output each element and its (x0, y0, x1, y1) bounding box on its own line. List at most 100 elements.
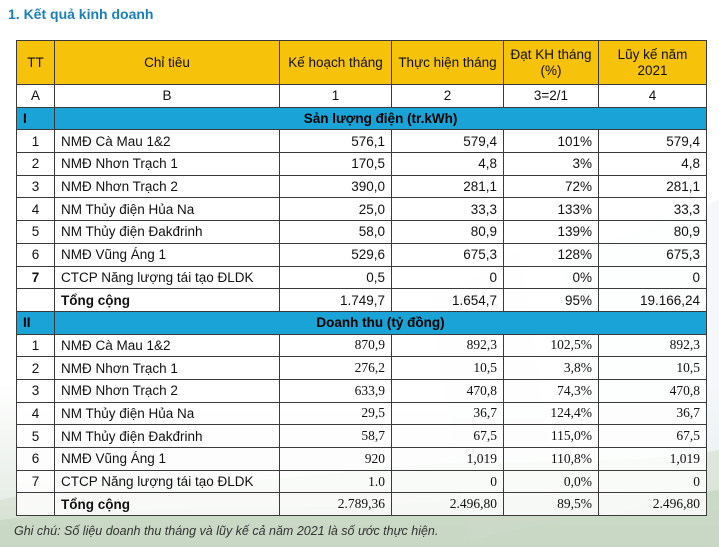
table-row: 7 CTCP Năng lượng tái tạo ĐLDK 1.0 0 0,0% 0 (16, 469, 707, 494)
row-ytd: 470,8 (598, 378, 707, 403)
table-row: 4 NM Thủy điện Hủa Na 29,5 36,7 124,4% 36,7 (16, 401, 707, 426)
row-ytd: 675,3 (598, 242, 707, 267)
row-name: NMĐ Nhơn Trạch 2 (54, 174, 280, 199)
row-ytd: 0 (598, 469, 707, 494)
row-pct: 128% (503, 242, 599, 267)
row-plan: 29,5 (279, 401, 392, 426)
row-name: NMĐ Nhơn Trạch 1 (54, 152, 280, 176)
row-index: 2 (16, 356, 55, 380)
header-row: TT Chỉ tiêu Kế hoạch tháng Thực hiện thá… (16, 40, 707, 85)
row-pct: 139% (503, 220, 599, 244)
row-actual: 10,5 (391, 356, 504, 380)
row-plan: 1.0 (279, 469, 392, 494)
row-plan: 276,2 (279, 356, 392, 380)
row-index: 7 (16, 265, 55, 290)
row-ytd: 10,5 (598, 356, 707, 380)
section-header-row: I Sản lượng điện (tr.kWh) (16, 106, 707, 131)
row-name: NMĐ Vũng Áng 1 (54, 447, 280, 471)
index-cell: 3=2/1 (503, 84, 599, 108)
row-index: 6 (16, 447, 55, 471)
row-pct: 110,8% (503, 447, 599, 471)
index-cell: 4 (598, 84, 707, 108)
table-row: 3 NMĐ Nhơn Trạch 2 390,0 281,1 72% 281,1 (16, 174, 707, 199)
row-actual: 892,3 (391, 333, 504, 358)
row-name: NMĐ Vũng Áng 1 (54, 242, 280, 267)
row-ytd: 579,4 (598, 129, 707, 154)
index-cell: A (16, 84, 55, 108)
row-index: 3 (16, 174, 55, 199)
row-name: NMĐ Cà Mau 1&2 (54, 129, 280, 154)
index-cell: B (54, 84, 280, 108)
row-index: 7 (16, 469, 55, 494)
row-index: 2 (16, 152, 55, 176)
section-heading: Sản lượng điện (tr.kWh) (54, 106, 707, 131)
row-actual: 1,019 (391, 447, 504, 471)
row-name: NMĐ Cà Mau 1&2 (54, 333, 280, 358)
table-row: 2 NMĐ Nhơn Trạch 1 170,5 4,8 3% 4,8 (16, 152, 707, 176)
row-index: 1 (16, 129, 55, 154)
row-pct: 0,0% (503, 469, 599, 494)
col-header-ytd: Lũy kế năm 2021 (598, 40, 707, 85)
row-plan: 529,6 (279, 242, 392, 267)
row-name: CTCP Năng lượng tái tạo ĐLDK (54, 469, 280, 494)
row-index: 4 (16, 197, 55, 222)
index-cell: 2 (391, 84, 504, 108)
row-actual: 67,5 (391, 424, 504, 448)
section-title: 1. Kết quả kinh doanh (8, 6, 154, 22)
col-header-plan: Kế hoạch tháng (279, 40, 392, 85)
total-row: Tổng cộng 2.789,36 2.496,80 89,5% 2.496,80 (16, 492, 707, 517)
row-plan: 170,5 (279, 152, 392, 176)
row-actual: 579,4 (391, 129, 504, 154)
row-pct: 133% (503, 197, 599, 222)
section-header-row: II Doanh thu (tỷ đồng) (16, 310, 707, 335)
row-plan: 0,5 (279, 265, 392, 290)
row-index: 6 (16, 242, 55, 267)
row-pct: 102,5% (503, 333, 599, 358)
row-plan: 25,0 (279, 197, 392, 222)
total-pct: 95% (503, 288, 599, 312)
row-actual: 36,7 (391, 401, 504, 426)
row-plan: 58,0 (279, 220, 392, 244)
table-row: 4 NM Thủy điện Hủa Na 25,0 33,3 133% 33,3 (16, 197, 707, 222)
row-ytd: 281,1 (598, 174, 707, 199)
row-pct: 124,4% (503, 401, 599, 426)
row-plan: 576,1 (279, 129, 392, 154)
total-index (16, 492, 55, 517)
row-index: 5 (16, 424, 55, 448)
row-pct: 0% (503, 265, 599, 290)
row-plan: 920 (279, 447, 392, 471)
total-ytd: 19.166,24 (598, 288, 707, 312)
total-actual: 2.496,80 (391, 492, 504, 517)
row-ytd: 80,9 (598, 220, 707, 244)
footnote: Ghi chú: Số liệu doanh thu tháng và lũy … (14, 524, 439, 538)
row-name: NM Thủy điện Hủa Na (54, 401, 280, 426)
col-header-pct: Đạt KH tháng (%) (503, 40, 599, 85)
total-index (16, 288, 55, 312)
total-ytd: 2.496,80 (598, 492, 707, 517)
row-pct: 3,8% (503, 356, 599, 380)
total-actual: 1.654,7 (391, 288, 504, 312)
row-pct: 72% (503, 174, 599, 199)
section-heading: Doanh thu (tỷ đồng) (54, 310, 707, 335)
row-name: NMĐ Nhơn Trạch 2 (54, 378, 280, 403)
table-row: 1 NMĐ Cà Mau 1&2 870,9 892,3 102,5% 892,3 (16, 333, 707, 358)
row-plan: 58,7 (279, 424, 392, 448)
section-roman: I (16, 106, 55, 131)
row-plan: 633,9 (279, 378, 392, 403)
table-row: 5 NM Thủy điện Đakđrinh 58,7 67,5 115,0% 67,5 (16, 424, 707, 448)
row-name: NM Thủy điện Đakđrinh (54, 424, 280, 448)
row-pct: 115,0% (503, 424, 599, 448)
table-row: 1 NMĐ Cà Mau 1&2 576,1 579,4 101% 579,4 (16, 129, 707, 154)
row-ytd: 36,7 (598, 401, 707, 426)
total-row: Tổng cộng 1.749,7 1.654,7 95% 19.166,24 (16, 288, 707, 312)
business-results-table: TT Chỉ tiêu Kế hoạch tháng Thực hiện thá… (16, 40, 707, 517)
total-label: Tổng cộng (54, 288, 280, 312)
table-row: 7 CTCP Năng lượng tái tạo ĐLDK 0,5 0 0% 0 (16, 265, 707, 290)
total-label: Tổng cộng (54, 492, 280, 517)
row-ytd: 67,5 (598, 424, 707, 448)
row-name: NM Thủy điện Đakđrinh (54, 220, 280, 244)
row-pct: 3% (503, 152, 599, 176)
col-header-indicator: Chỉ tiêu (54, 40, 280, 85)
index-row: A B 1 2 3=2/1 4 (16, 84, 707, 108)
row-plan: 390,0 (279, 174, 392, 199)
